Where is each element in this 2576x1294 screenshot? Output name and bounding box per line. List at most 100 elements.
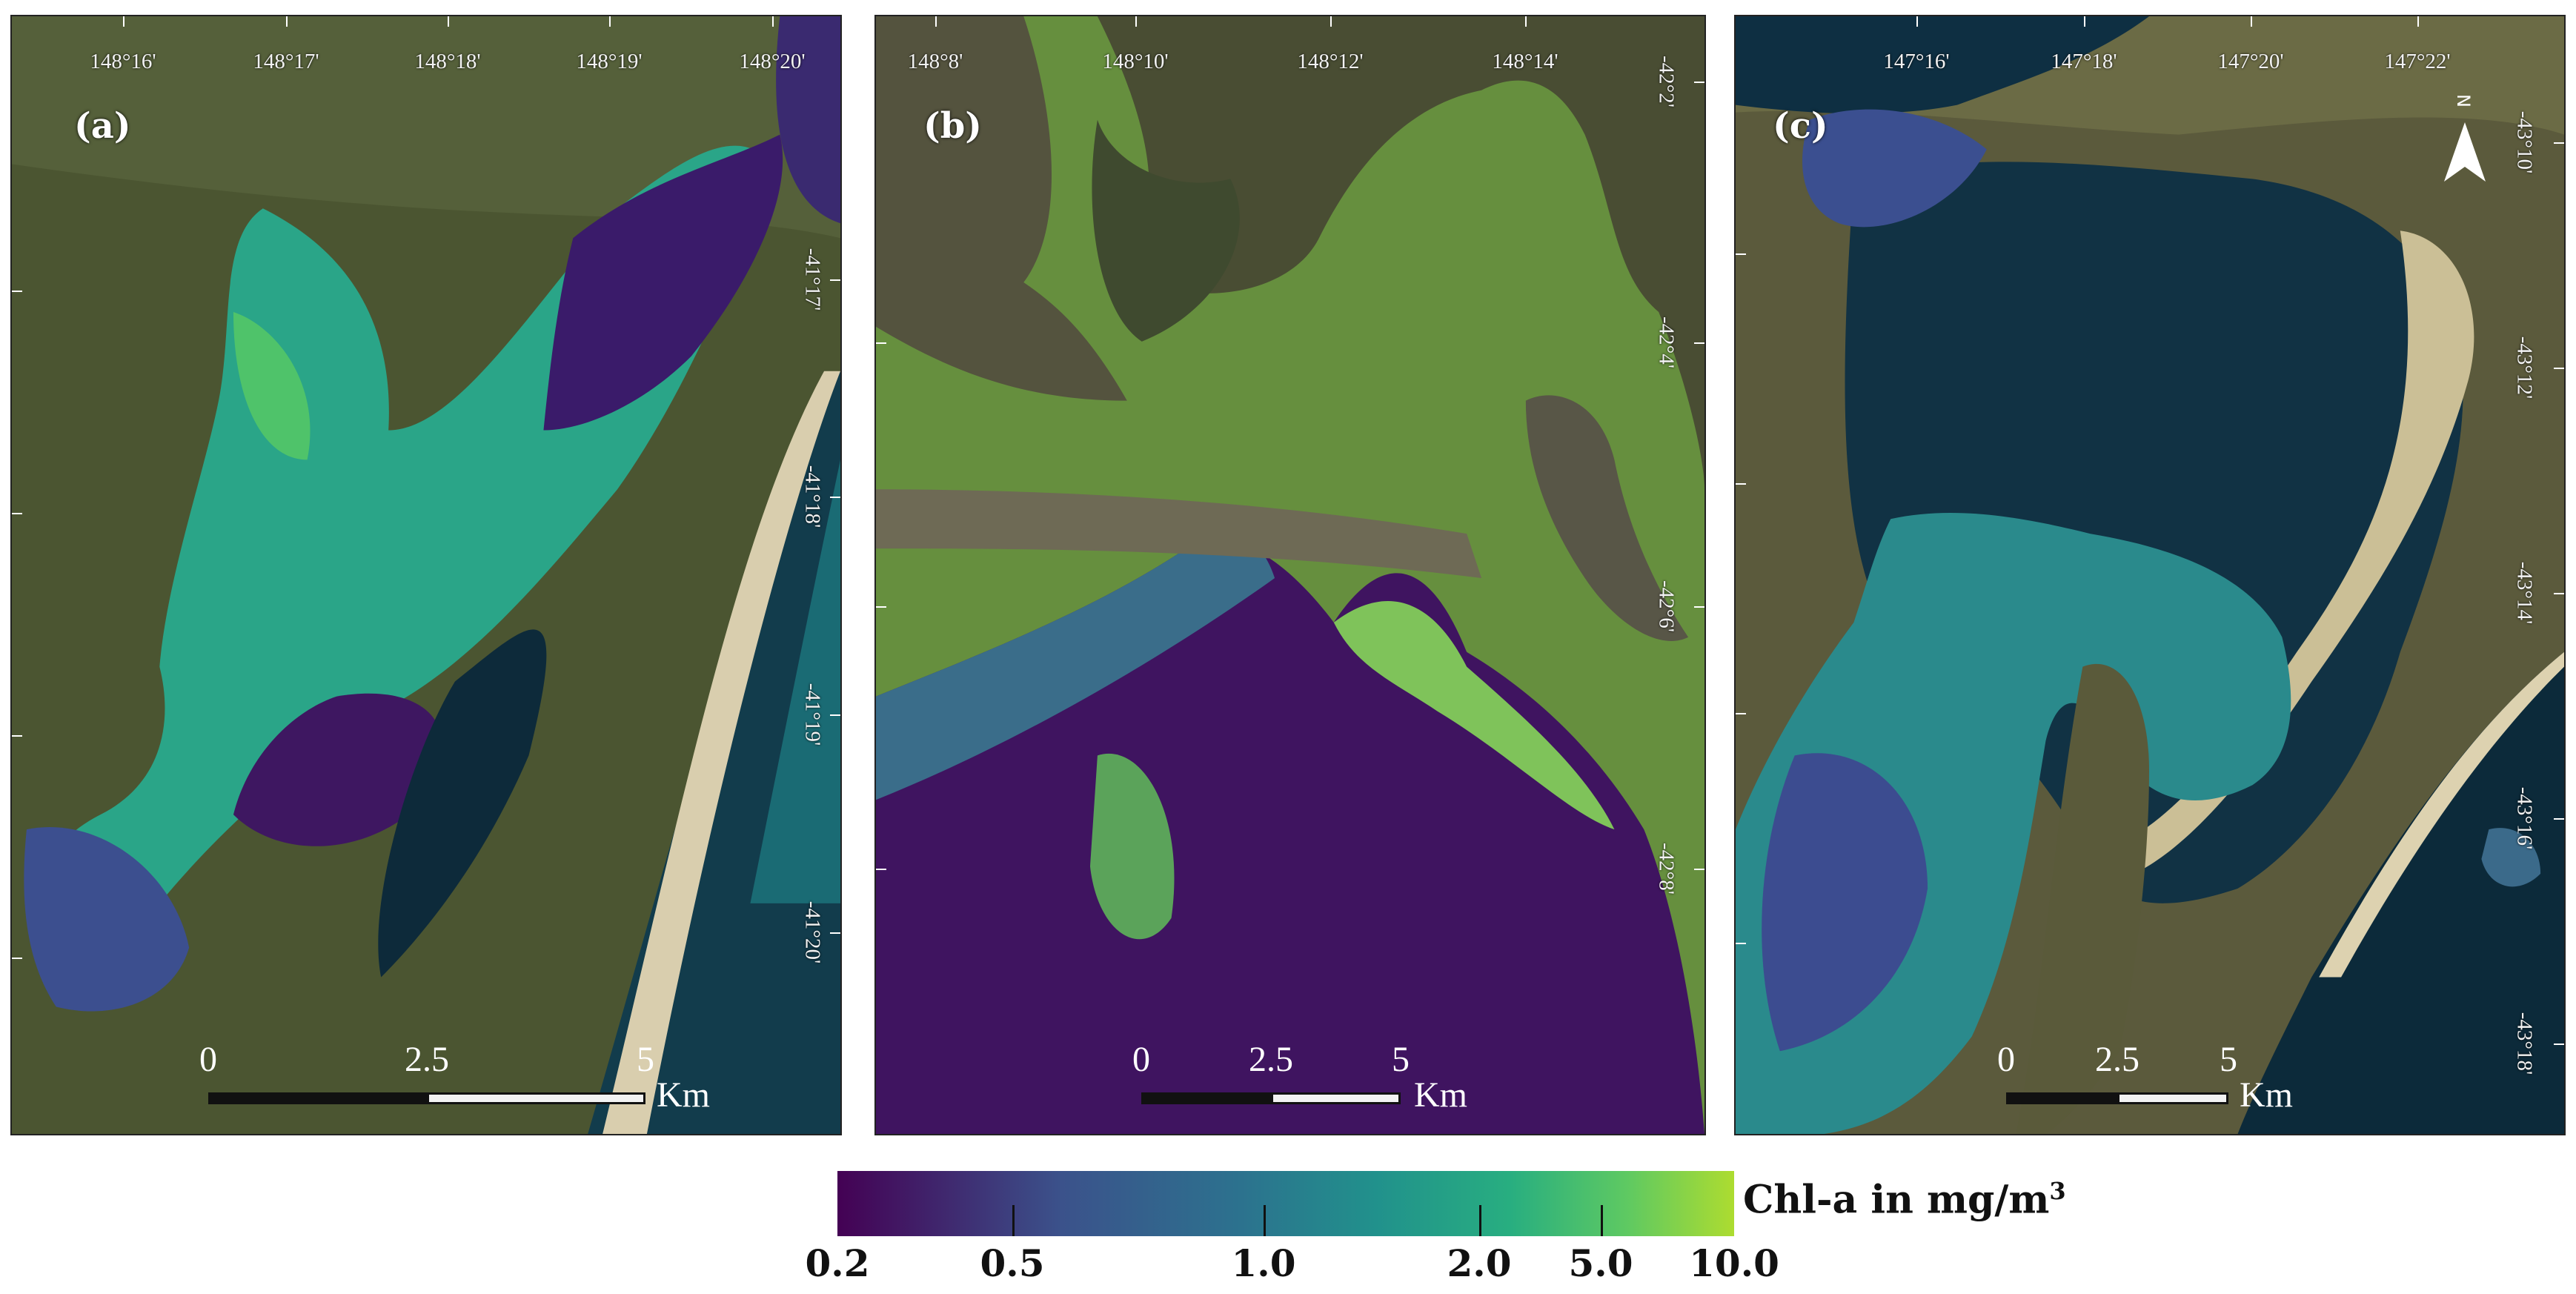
colorbar-title-main: Chl-a in mg/m — [1743, 1177, 2050, 1223]
tickmark — [2417, 16, 2419, 27]
lon-tick-label: 148°14' — [1492, 50, 1558, 73]
colorbar-tick — [1264, 1205, 1266, 1236]
tickmark — [12, 735, 22, 737]
scale-segment-white — [1271, 1092, 1401, 1104]
tickmark — [1135, 16, 1137, 27]
tickmark — [772, 16, 774, 27]
scale-max: 5 — [2220, 1040, 2237, 1079]
colorbar-label: 2.0 — [1447, 1241, 1512, 1285]
lat-tick-label: -43°12' — [2512, 336, 2537, 399]
scale-segment-black — [208, 1092, 427, 1104]
lat-tick-label: -42°8' — [1654, 843, 1679, 895]
map-a-imagery — [12, 16, 840, 1134]
colorbar-label: 1.0 — [1231, 1241, 1296, 1285]
tickmark — [1736, 253, 1746, 255]
colorbar-label: 5.0 — [1568, 1241, 1633, 1285]
lat-tick-label: -43°14' — [2512, 561, 2537, 625]
lon-tick-label: 147°20' — [2217, 50, 2284, 73]
colorbar-label: 0.2 — [805, 1241, 870, 1285]
lon-tick-label: 148°20' — [739, 50, 806, 73]
colorbar-gradient — [837, 1171, 1734, 1236]
panel-label-a: (a) — [74, 105, 131, 147]
tickmark — [830, 497, 840, 498]
lat-tick-label: -42°4' — [1654, 316, 1679, 368]
tickmark — [1330, 16, 1332, 27]
tickmark — [286, 16, 288, 27]
tickmark — [2554, 142, 2564, 144]
scale-segment-white — [427, 1092, 645, 1104]
scale-max: 5 — [1392, 1040, 1410, 1079]
colorbar-label: 0.5 — [980, 1241, 1045, 1285]
tickmark — [12, 291, 22, 292]
tickmark — [2554, 368, 2564, 369]
lon-tick-label: 148°16' — [90, 50, 156, 73]
tickmark — [1694, 82, 1704, 83]
tickmark — [12, 958, 22, 959]
colorbar-tick — [1012, 1205, 1015, 1236]
tickmark — [1525, 16, 1527, 27]
scale-segment-black — [1141, 1092, 1271, 1104]
lat-tick-label: -42°6' — [1654, 580, 1679, 632]
scale-mid: 2.5 — [2095, 1040, 2140, 1079]
tickmark — [2554, 1044, 2564, 1045]
colorbar-tick — [1601, 1205, 1603, 1236]
lat-tick-label: -43°18' — [2512, 1012, 2537, 1075]
lon-tick-label: 148°10' — [1102, 50, 1169, 73]
scale-segment-black — [2006, 1092, 2117, 1104]
map-panel-c: (c) 147°16' 147°18' 147°20' 147°22' -43°… — [1734, 15, 2566, 1135]
north-label: N — [2452, 94, 2474, 107]
scale-mid: 2.5 — [1249, 1040, 1293, 1079]
tickmark — [123, 16, 125, 27]
scale-zero: 0 — [1132, 1040, 1150, 1079]
tickmark — [830, 932, 840, 934]
lon-tick-label: 148°18' — [414, 50, 481, 73]
tickmark — [830, 279, 840, 281]
colorbar-label: 10.0 — [1689, 1241, 1779, 1285]
tickmark — [1736, 943, 1746, 944]
tickmark — [2554, 818, 2564, 820]
tickmark — [1694, 342, 1704, 344]
scale-unit: Km — [1414, 1075, 1467, 1115]
lon-tick-label: 147°16' — [1883, 50, 1950, 73]
tickmark — [2251, 16, 2252, 27]
lat-tick-label: -41°18' — [800, 465, 825, 528]
lon-tick-label: 148°19' — [576, 50, 643, 73]
lat-tick-label: -41°20' — [800, 900, 825, 964]
lat-tick-label: -43°16' — [2512, 786, 2537, 850]
lon-tick-label: 148°12' — [1297, 50, 1364, 73]
lat-tick-label: -41°19' — [800, 683, 825, 746]
lon-tick-label: 148°17' — [253, 50, 319, 73]
lon-tick-label: 147°22' — [2384, 50, 2451, 73]
map-panel-b: (b) 148°8' 148°10' 148°12' 148°14' -42°2… — [874, 15, 1706, 1135]
lon-tick-label: 147°18' — [2051, 50, 2117, 73]
map-c-imagery — [1736, 16, 2564, 1134]
colorbar-tick — [1479, 1205, 1481, 1236]
north-arrow-icon — [2444, 122, 2486, 182]
tickmark — [2554, 593, 2564, 594]
tickmark — [830, 714, 840, 716]
tickmark — [876, 606, 886, 608]
lat-tick-label: -42°2' — [1654, 56, 1679, 107]
tickmark — [935, 16, 937, 27]
scale-unit: Km — [657, 1075, 710, 1115]
tickmark — [876, 869, 886, 870]
tickmark — [609, 16, 611, 27]
tickmark — [1736, 483, 1746, 485]
tickmark — [1694, 606, 1704, 608]
map-panel-a: (a) 148°16' 148°17' 148°18' 148°19' 148°… — [10, 15, 842, 1135]
lon-tick-label: 148°8' — [907, 50, 963, 73]
panel-label-c: (c) — [1773, 105, 1828, 147]
colorbar-title: Chl-a in mg/m3 — [1743, 1177, 2066, 1222]
tickmark — [876, 342, 886, 344]
scale-unit: Km — [2240, 1075, 2293, 1115]
scale-mid: 2.5 — [405, 1040, 449, 1079]
tickmark — [1916, 16, 1918, 27]
lat-tick-label: -43°10' — [2512, 110, 2537, 174]
tickmark — [1736, 713, 1746, 714]
tickmark — [448, 16, 449, 27]
colorbar-title-sup: 3 — [2049, 1177, 2066, 1205]
scale-zero: 0 — [199, 1040, 217, 1079]
lat-tick-label: -41°17' — [800, 248, 825, 311]
scale-zero: 0 — [1997, 1040, 2015, 1079]
scale-segment-white — [2117, 1092, 2228, 1104]
